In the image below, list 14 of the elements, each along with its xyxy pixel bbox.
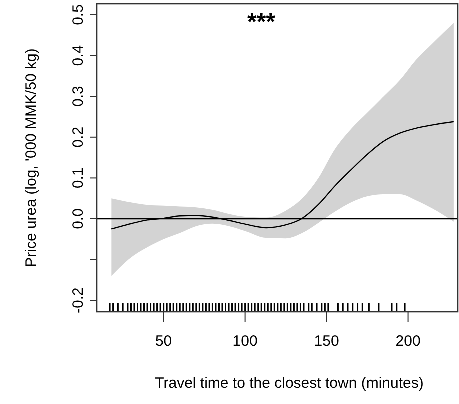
x-tick-label: 100 xyxy=(232,333,258,350)
y-axis-title: Price urea (log, '000 MMK/50 kg) xyxy=(23,48,40,268)
x-tick-label: 150 xyxy=(314,333,340,350)
y-tick-label: 0.2 xyxy=(70,126,87,148)
x-tick-label: 50 xyxy=(155,333,172,350)
y-tick-label: 0.1 xyxy=(70,168,87,189)
x-tick-label: 200 xyxy=(396,333,421,350)
y-tick-label: 0.5 xyxy=(70,4,87,26)
y-tick-label: 0.4 xyxy=(70,45,87,66)
x-axis-title: Travel time to the closest town (minutes) xyxy=(155,375,424,392)
y-tick-label: -0.2 xyxy=(70,288,87,314)
y-tick-label: 0.0 xyxy=(70,208,87,230)
y-tick-label: 0.3 xyxy=(70,86,87,108)
annotation: *** xyxy=(247,9,276,36)
